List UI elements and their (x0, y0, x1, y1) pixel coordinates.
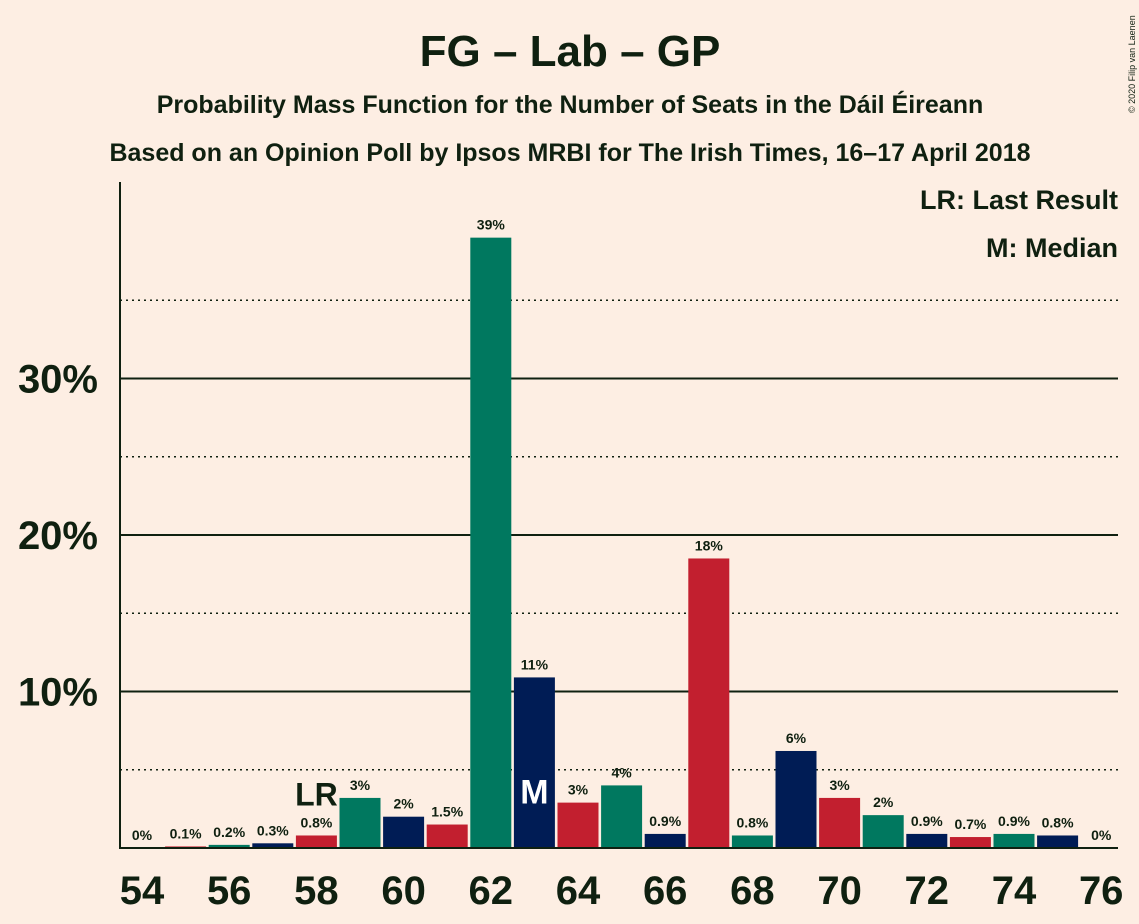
legend-median: M: Median (986, 233, 1118, 263)
bar-value-label: 0% (1091, 827, 1112, 843)
bar (731, 835, 773, 848)
bar-value-label: 18% (695, 537, 724, 553)
x-tick-label: 68 (730, 869, 775, 913)
bar-value-label: 3% (568, 782, 589, 798)
bar (601, 785, 643, 848)
chart-title: FG – Lab – GP (420, 27, 721, 76)
bar (513, 677, 555, 848)
bar-value-label: 0.3% (257, 822, 289, 838)
bar-value-label: 0.8% (300, 814, 332, 830)
bar-value-label: 6% (786, 730, 807, 746)
x-tick-label: 74 (992, 869, 1037, 913)
bar-value-label: 2% (873, 794, 894, 810)
bar-value-label: 4% (611, 764, 632, 780)
bar (383, 816, 425, 848)
bar (775, 750, 817, 848)
bar (993, 833, 1035, 848)
bar-value-label: 3% (829, 777, 850, 793)
bars (165, 237, 1079, 848)
bar (426, 824, 468, 848)
chart-subtitle-1: Probability Mass Function for the Number… (157, 90, 984, 119)
x-tick-label: 58 (294, 869, 339, 913)
bar (252, 843, 294, 848)
bar-value-label: 11% (521, 656, 549, 672)
bar (295, 835, 337, 848)
axes: 54 56 58 60 62 64 66 68 70 72 74 76 (119, 182, 1124, 913)
bar-labels: 0% 0.1% 0.2% 0.3% 0.8% 3% 2% 1.5% 39% 11% 3% 4% 0.9%… (132, 217, 1112, 843)
bar (949, 837, 991, 848)
y-tick-label: 30% (18, 358, 98, 402)
bar (339, 797, 381, 848)
bar (208, 844, 250, 848)
bar-value-label: 1.5% (431, 804, 463, 820)
x-tick-label: 64 (556, 869, 601, 913)
bar-value-label: 0.1% (170, 825, 202, 841)
copyright-text: © 2020 Filip van Laenen (1127, 15, 1137, 113)
bar (862, 815, 904, 848)
last-result-marker: LR (295, 776, 338, 812)
bar-value-label: 0.9% (998, 813, 1030, 829)
x-tick-label: 66 (643, 869, 688, 913)
bar-value-label: 0.9% (911, 813, 943, 829)
y-tick-label: 20% (18, 514, 98, 558)
gridlines: 10% 20% 30% (18, 299, 1118, 771)
x-tick-label: 60 (381, 869, 426, 913)
bar (1037, 835, 1079, 848)
x-tick-label: 70 (817, 869, 862, 913)
bar-value-label: 0.2% (213, 824, 245, 840)
x-tick-label: 56 (207, 869, 252, 913)
x-tick-label: 76 (1079, 869, 1124, 913)
bar-value-label: 0.9% (649, 813, 681, 829)
bar-value-label: 2% (393, 796, 414, 812)
bar (470, 237, 512, 848)
y-tick-label: 10% (18, 671, 98, 715)
bar-value-label: 3% (350, 777, 371, 793)
x-tick-label: 72 (905, 869, 950, 913)
x-tick-label: 54 (120, 869, 165, 913)
bar-value-label: 0.8% (736, 814, 768, 830)
bar (644, 833, 686, 848)
bar (819, 797, 861, 848)
chart-subtitle-2: Based on an Opinion Poll by Ipsos MRBI f… (109, 139, 1030, 167)
bar-value-label: 0.7% (954, 816, 986, 832)
bar-value-label: 0.8% (1042, 814, 1074, 830)
bar-value-label: 0% (132, 827, 153, 843)
bar-value-label: 39% (477, 217, 506, 233)
bar (906, 833, 948, 848)
markers: LR M (295, 774, 548, 813)
x-tick-label: 62 (469, 869, 514, 913)
bar (557, 802, 599, 848)
bar (688, 558, 730, 848)
median-marker: M (520, 774, 548, 812)
legend-last-result: LR: Last Result (920, 185, 1118, 215)
